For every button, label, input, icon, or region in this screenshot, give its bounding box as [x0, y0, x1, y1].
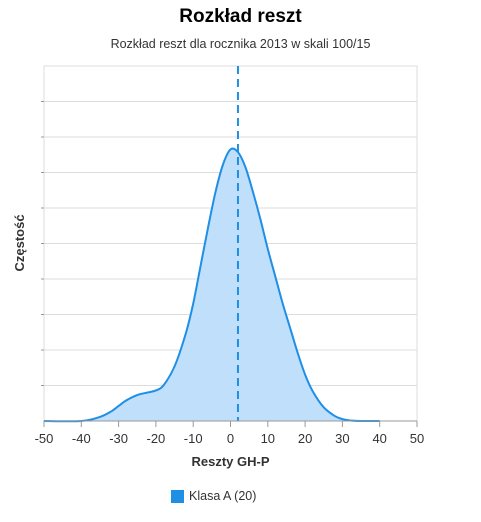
legend-swatch [171, 489, 184, 503]
x-tick-label: 0 [227, 431, 234, 446]
x-tick-label: -20 [147, 431, 166, 446]
x-tick-label: -50 [35, 431, 54, 446]
series-fill [44, 148, 380, 422]
x-tick-label: -10 [184, 431, 203, 446]
chart-title: Rozkład reszt [179, 6, 302, 27]
x-tick-label: 50 [410, 431, 424, 446]
x-tick-label: 20 [298, 431, 312, 446]
x-tick-label: -40 [72, 431, 91, 446]
x-axis-label: Reszty GH-P [191, 454, 269, 469]
chart-subtitle: Rozkład reszt dla rocznika 2013 w skali … [110, 37, 371, 51]
series-area[interactable] [43, 66, 380, 423]
x-tick-label: 30 [335, 431, 349, 446]
legend-label: Klasa A (20) [189, 489, 257, 503]
axes: -50 -40 -30 -20 -10 0 10 20 30 40 50 [35, 420, 424, 446]
x-tick-label: -30 [109, 431, 128, 446]
series-line [43, 147, 380, 423]
y-axis-label: Częstość [12, 214, 27, 271]
legend[interactable]: Klasa A (20) [171, 487, 256, 505]
x-tick-label: 40 [372, 431, 386, 446]
x-tick-label: 10 [261, 431, 275, 446]
